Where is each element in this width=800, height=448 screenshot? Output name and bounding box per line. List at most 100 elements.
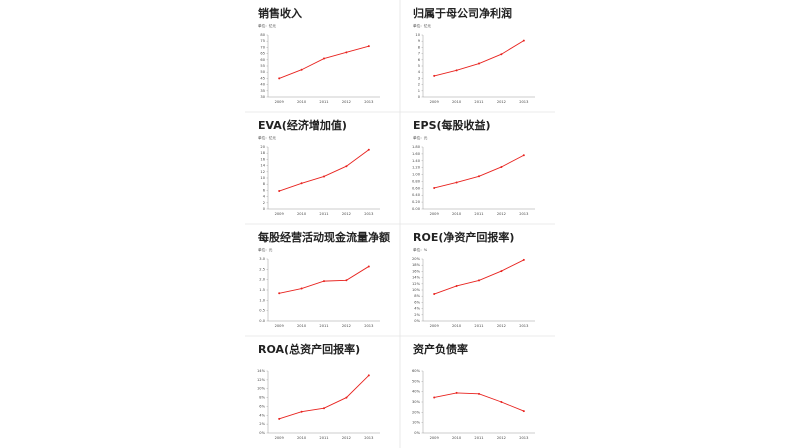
x-tick-label: 2013: [364, 212, 373, 216]
point: [433, 186, 436, 189]
x-tick-label: 2011: [474, 212, 483, 216]
chart-title: 资产负债率: [413, 342, 468, 356]
y-tick-label: 6%: [259, 404, 265, 408]
y-tick-label: 45: [260, 76, 265, 80]
y-tick-label: 16: [260, 157, 265, 161]
x-tick-label: 2013: [364, 324, 373, 328]
point: [500, 53, 503, 56]
chart-title: ROA(总资产回报率): [258, 342, 360, 356]
y-tick-label: 8%: [259, 396, 265, 400]
y-axis-label: 单位：元: [413, 135, 428, 140]
x-tick-label: 2010: [297, 100, 307, 104]
y-tick-label: 18%: [412, 263, 421, 267]
y-tick-label: 50%: [412, 379, 421, 383]
y-tick-label: 0%: [259, 431, 265, 435]
chart-title: ROE(净资产回报率): [413, 230, 514, 244]
x-tick-label: 2012: [497, 436, 506, 440]
line: [279, 45, 369, 79]
y-tick-label: 16%: [412, 269, 421, 273]
y-tick-label: 5: [418, 64, 420, 68]
point: [522, 258, 525, 261]
x-tick-label: 2009: [430, 324, 440, 328]
x-tick-label: 2013: [519, 436, 528, 440]
y-tick-label: 2%: [259, 422, 265, 426]
x-tick-label: 2009: [275, 100, 285, 104]
y-tick-label: 35: [260, 89, 265, 93]
line: [279, 149, 370, 192]
y-tick-label: 1.40: [412, 159, 421, 163]
x-tick-label: 2010: [297, 324, 307, 328]
x-tick-label: 2013: [364, 436, 373, 440]
y-tick-label: 0.80: [412, 179, 421, 183]
chart-title: EVA(经济增加值): [258, 118, 347, 132]
point: [278, 292, 281, 295]
y-tick-label: 0.40: [412, 193, 421, 197]
point: [367, 45, 370, 48]
y-tick-label: 75: [260, 39, 265, 43]
point: [455, 284, 458, 287]
y-tick-label: 50: [260, 70, 265, 74]
x-tick-label: 2013: [519, 212, 528, 216]
x-tick-label: 2013: [519, 100, 528, 104]
y-tick-label: 20%: [412, 257, 421, 261]
y-tick-label: 3.0: [259, 257, 265, 261]
y-tick-label: 8%: [414, 294, 420, 298]
y-tick-label: 30%: [412, 400, 421, 404]
y-tick-label: 30: [260, 95, 265, 99]
x-tick-label: 2013: [519, 324, 528, 328]
point: [367, 148, 370, 151]
y-tick-label: 4: [418, 70, 421, 74]
x-tick-label: 2010: [297, 212, 307, 216]
y-tick-label: 12: [260, 170, 265, 174]
y-axis-label: 单位：亿元: [258, 135, 276, 140]
y-axis-label: 单位：亿元: [258, 23, 276, 28]
point: [367, 374, 370, 377]
y-tick-label: 4: [263, 195, 266, 199]
y-tick-label: 2: [263, 201, 265, 205]
separators: [245, 0, 555, 448]
x-tick-label: 2010: [452, 212, 462, 216]
line: [434, 392, 524, 412]
x-tick-label: 2012: [497, 324, 506, 328]
y-tick-label: 2: [418, 83, 420, 87]
point: [323, 57, 325, 60]
point: [478, 392, 480, 395]
y-tick-label: 0.5: [259, 309, 265, 313]
point: [455, 69, 458, 72]
y-axis-label: 单位：%: [413, 247, 428, 252]
y-tick-label: 7: [418, 52, 420, 56]
point: [345, 51, 348, 54]
point: [478, 175, 480, 178]
y-tick-label: 0.60: [412, 186, 421, 190]
y-tick-label: 2.5: [259, 267, 265, 271]
y-tick-label: 40%: [412, 390, 421, 394]
point: [367, 265, 370, 268]
y-tick-label: 3: [418, 76, 420, 80]
y-tick-label: 8: [263, 182, 266, 186]
y-tick-label: 1.80: [412, 145, 421, 149]
point: [300, 182, 303, 185]
point: [522, 410, 525, 413]
y-tick-label: 55: [260, 64, 265, 68]
line: [279, 266, 370, 294]
y-tick-label: 0: [263, 207, 266, 211]
x-tick-label: 2011: [319, 324, 328, 328]
x-tick-label: 2012: [342, 436, 351, 440]
point: [345, 396, 348, 399]
y-tick-label: 2.0: [259, 278, 265, 282]
point: [300, 68, 303, 71]
y-tick-label: 6: [263, 188, 266, 192]
x-tick-label: 2012: [342, 212, 351, 216]
line: [434, 154, 525, 189]
x-tick-label: 2011: [319, 212, 328, 216]
y-tick-label: 6: [418, 58, 421, 62]
line: [434, 40, 525, 77]
line: [279, 375, 370, 420]
y-tick-label: 12%: [412, 282, 421, 286]
point: [455, 391, 458, 394]
y-tick-label: 0.20: [412, 200, 421, 204]
y-tick-label: 1.60: [412, 152, 421, 156]
y-tick-label: 8: [418, 45, 421, 49]
point: [500, 401, 503, 403]
point: [323, 280, 325, 283]
